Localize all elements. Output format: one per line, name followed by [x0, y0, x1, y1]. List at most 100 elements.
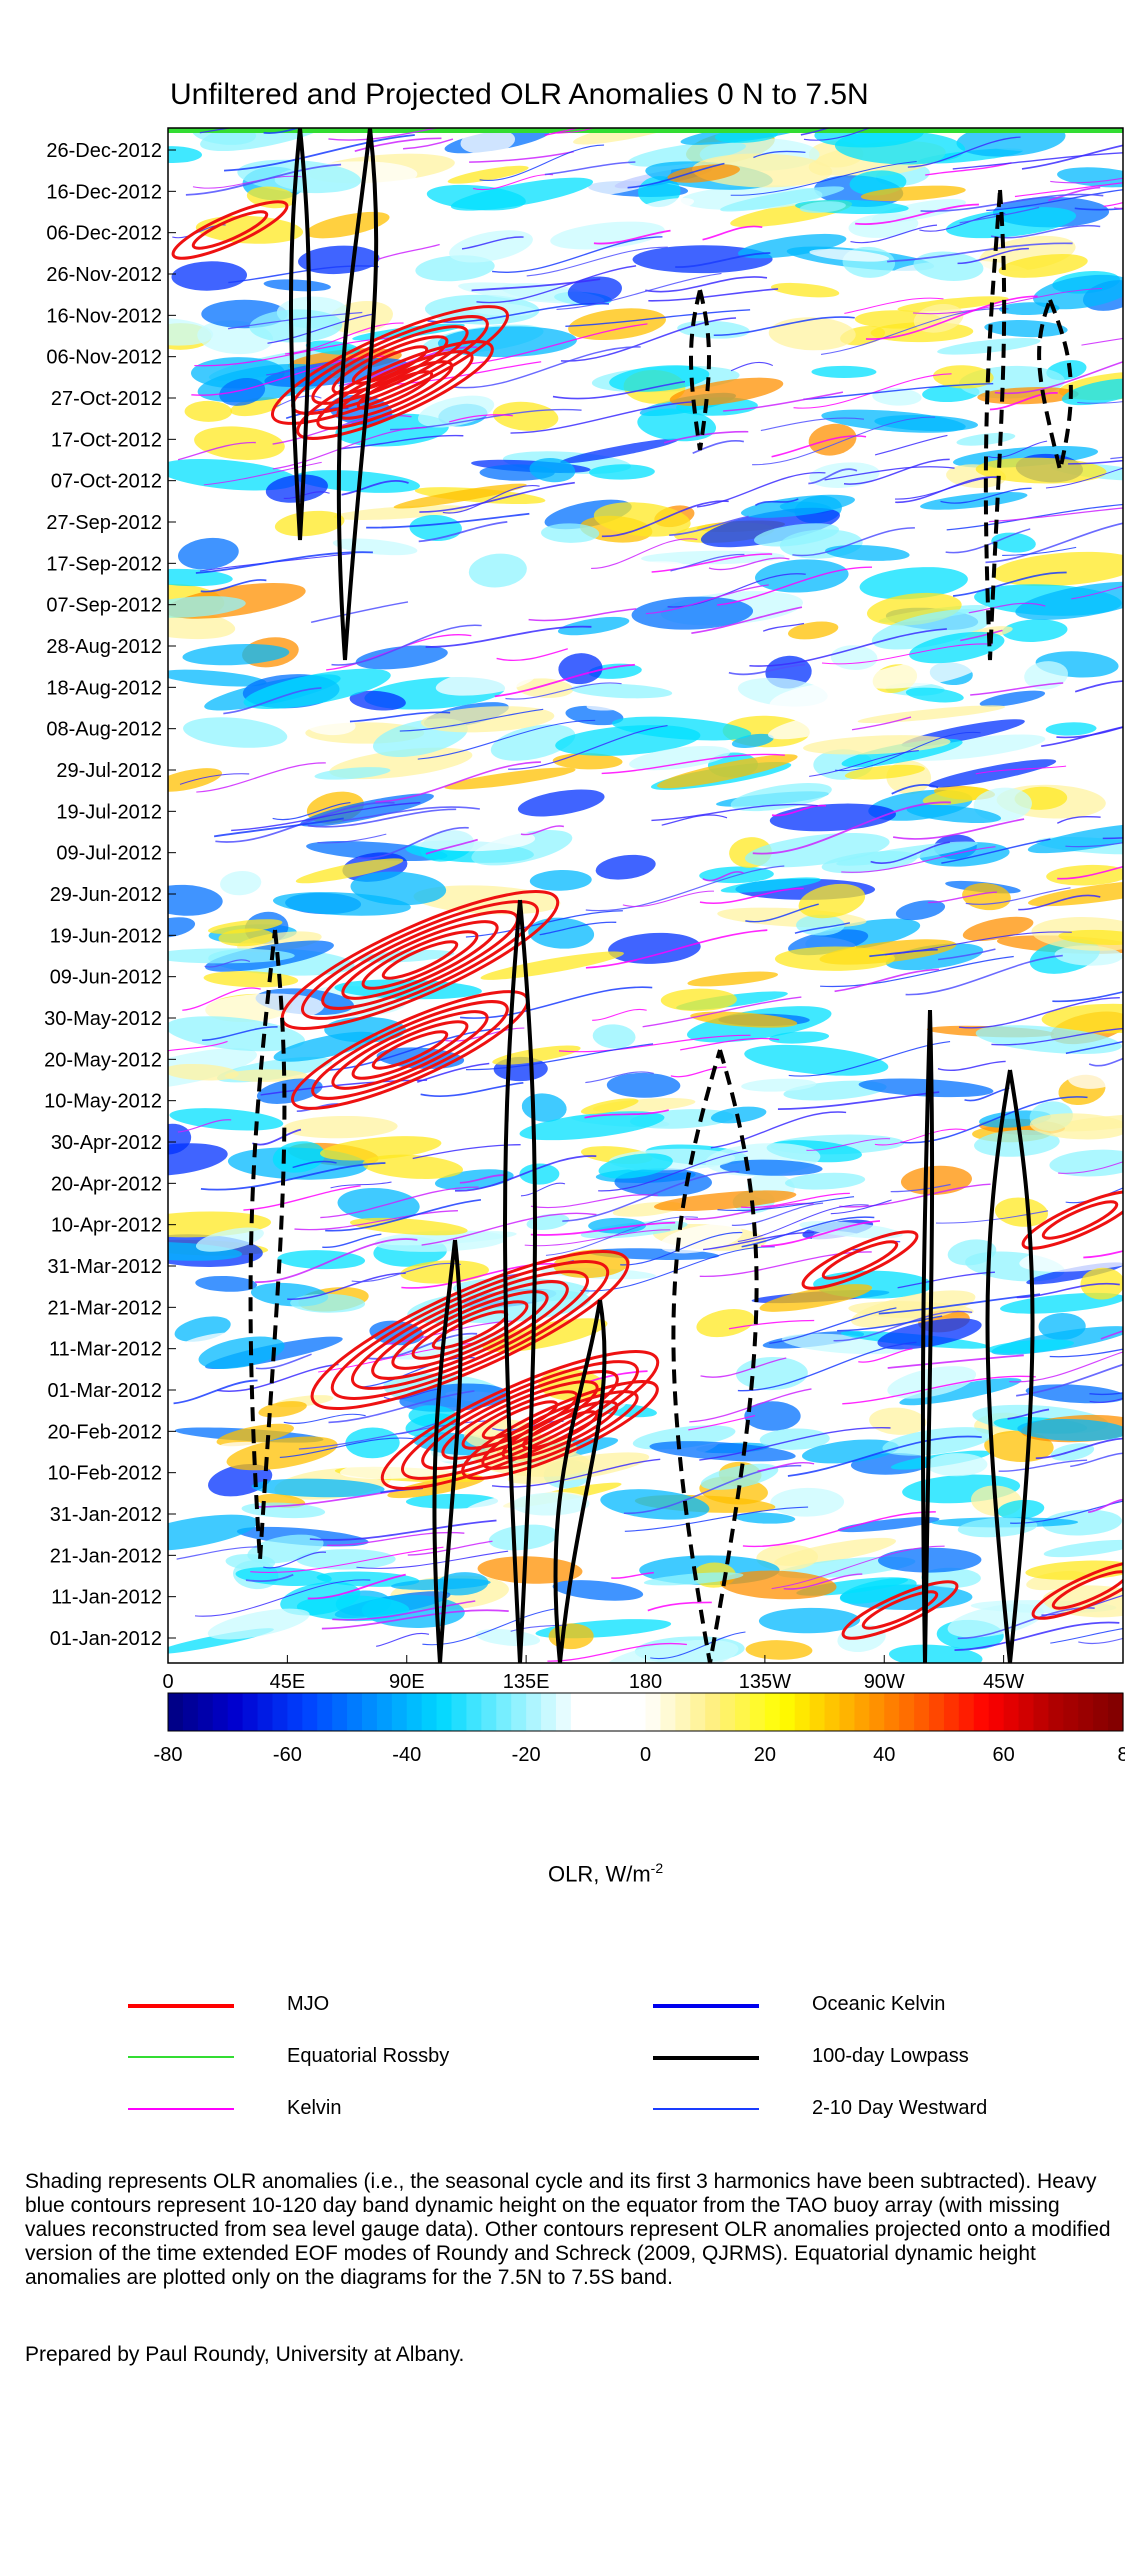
olr-shade-blob — [730, 783, 832, 812]
olr-shading — [168, 128, 1123, 1663]
olr-shade-blob — [592, 1024, 636, 1049]
thin-contour — [839, 1183, 991, 1208]
olr-shade-blob — [768, 714, 850, 740]
thin-contour — [1065, 1040, 1123, 1055]
olr-shade-blob — [580, 1098, 639, 1115]
thin-contour — [1056, 726, 1123, 739]
thin-contour — [752, 801, 951, 855]
thin-contour — [970, 682, 1064, 696]
thin-contour — [808, 468, 858, 485]
olr-shade-blob — [657, 754, 798, 789]
colorbar-swatch — [839, 1693, 856, 1731]
colorbar-swatch — [794, 1693, 811, 1731]
olr-shade-blob — [550, 221, 665, 250]
legend-line-mjo — [128, 2004, 234, 2008]
olr-shade-blob — [305, 715, 356, 736]
olr-shade-blob — [1042, 1509, 1122, 1536]
thin-contour — [957, 247, 1029, 265]
olr-shade-blob — [516, 678, 574, 698]
y-tick-label: 06-Nov-2012 — [46, 347, 162, 369]
olr-shade-blob — [274, 510, 345, 537]
olr-shade-blob — [774, 946, 895, 971]
colorbar-tick-label: -80 — [154, 1744, 183, 1766]
thin-contour — [182, 987, 261, 1011]
colorbar-swatch — [645, 1693, 662, 1731]
thin-contour — [421, 1212, 597, 1246]
olr-shade-blob — [653, 1190, 797, 1212]
olr-shade-blob — [168, 1514, 259, 1551]
thin-contour — [771, 804, 827, 817]
thin-contour — [891, 784, 939, 795]
y-tick-label: 07-Sep-2012 — [46, 595, 162, 617]
olr-shade-blob — [458, 282, 605, 304]
thin-contour — [331, 624, 482, 666]
thin-contour — [651, 803, 818, 822]
colorbar-swatch — [257, 1693, 274, 1731]
thin-contour — [1048, 186, 1101, 202]
mjo-contour — [341, 920, 499, 1000]
thin-contour — [647, 1601, 712, 1612]
colorbar-swatch — [570, 1693, 587, 1731]
thin-contour — [292, 1160, 337, 1169]
thin-contour — [792, 527, 915, 557]
thin-contour — [685, 1202, 814, 1220]
thin-contour — [310, 601, 409, 623]
mjo-contour — [1021, 1190, 1123, 1250]
olr-shade-blob — [737, 233, 847, 259]
thin-contour — [905, 954, 1063, 996]
mjo-contour — [351, 1020, 469, 1080]
thin-contour — [1088, 1057, 1123, 1067]
y-tick-label: 30-Apr-2012 — [51, 1132, 162, 1154]
olr-shade-blob — [837, 1517, 940, 1533]
mjo-contour — [191, 210, 269, 250]
thin-contour — [593, 229, 671, 245]
colorbar-swatch — [735, 1693, 751, 1731]
olr-shade-blob — [836, 841, 978, 866]
legend-line-equatorial-rossby — [128, 2056, 234, 2058]
colorbar-swatch — [884, 1693, 900, 1731]
olr-shade-blob — [720, 877, 822, 893]
thin-contour — [937, 948, 996, 961]
olr-shade-blob — [450, 177, 594, 211]
thin-contour — [216, 1363, 339, 1392]
olr-shade-blob — [631, 198, 695, 217]
olr-shade-blob — [604, 1639, 739, 1663]
thin-contour — [1052, 991, 1123, 1003]
olr-shade-blob — [219, 377, 266, 406]
thin-contour — [224, 134, 415, 172]
thin-contour — [556, 272, 722, 310]
y-tick-label: 31-Mar-2012 — [47, 1256, 162, 1278]
thin-contour — [753, 150, 806, 159]
thin-contour — [692, 440, 744, 455]
olr-shade-blob — [770, 282, 840, 298]
olr-shade-blob — [168, 318, 214, 346]
colorbar-swatch — [332, 1693, 348, 1731]
olr-shade-blob — [221, 800, 291, 817]
olr-shade-blob — [660, 988, 737, 1012]
thin-contour — [243, 1185, 361, 1211]
olr-shade-blob — [393, 483, 527, 509]
colorbar-swatch — [600, 1693, 617, 1731]
olr-shade-blob — [471, 830, 573, 866]
thin-contour — [998, 1459, 1088, 1472]
mjo-contour — [361, 930, 479, 990]
thin-contour — [442, 484, 540, 514]
olr-shade-blob — [593, 502, 691, 537]
thin-contour — [844, 297, 944, 314]
thin-contour — [946, 503, 1123, 531]
olr-shade-blob — [801, 1439, 899, 1464]
thin-contour — [757, 1462, 815, 1472]
olr-shade-blob — [913, 251, 984, 281]
colorbar-swatch — [615, 1693, 632, 1731]
olr-shade-blob — [203, 971, 299, 988]
colorbar-swatch — [555, 1693, 572, 1731]
colorbar-swatch — [391, 1693, 408, 1731]
thin-contour — [834, 968, 940, 993]
thin-contour — [702, 871, 744, 882]
olr-shade-blob — [168, 768, 222, 792]
y-tick-label: 07-Oct-2012 — [51, 471, 162, 493]
olr-shade-blob — [168, 1063, 239, 1081]
thin-contour — [199, 128, 234, 134]
olr-shade-blob — [295, 858, 404, 884]
olr-shade-blob — [349, 1217, 468, 1236]
